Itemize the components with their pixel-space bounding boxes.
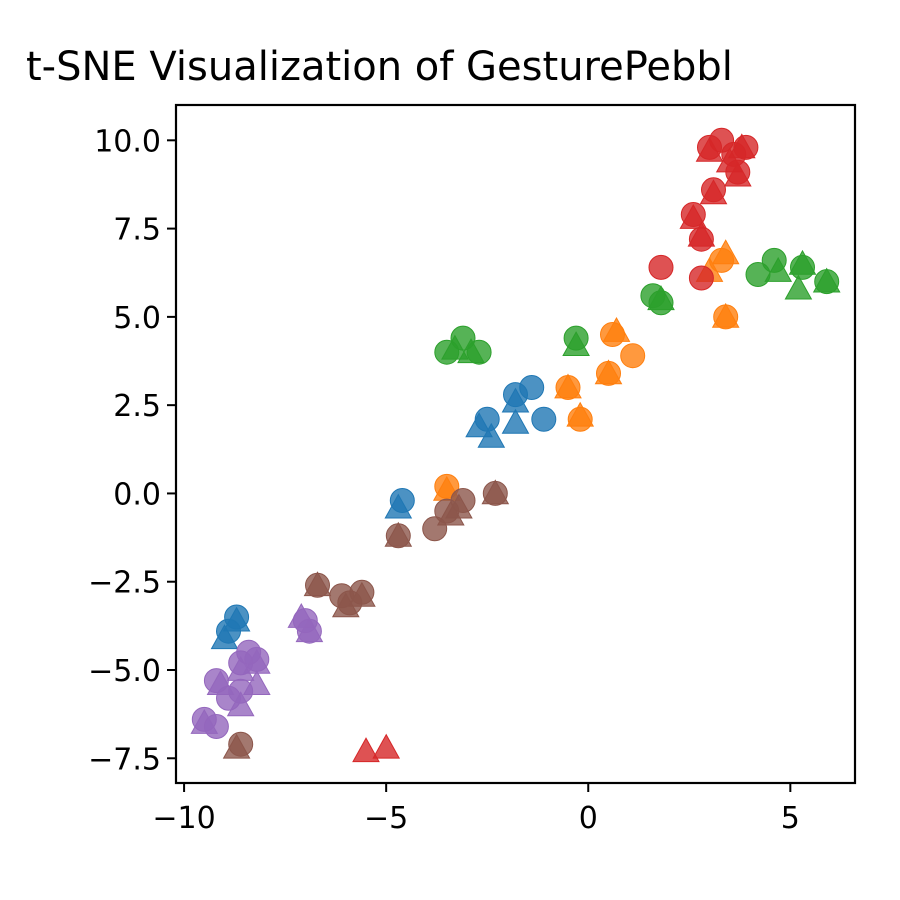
triangle-point-s4-5 (242, 648, 271, 674)
triangle-point-s2-1 (457, 338, 485, 364)
triangle-point-s1-4 (602, 316, 631, 342)
circle-point-s3-0 (648, 254, 674, 280)
triangle-point-s3-0 (687, 221, 716, 247)
triangle-point-s0-2 (384, 493, 413, 519)
x-tick-label-1: −5 (364, 801, 408, 836)
x-tick-label-0: −10 (152, 801, 215, 836)
triangle-point-s3-1 (679, 203, 708, 229)
triangle-point-s0-6 (501, 387, 530, 413)
triangle-point-s2-3 (647, 285, 675, 311)
triangle-point-s5-0 (222, 733, 251, 759)
y-tick-label-4: 0.0 (113, 477, 161, 512)
triangle-point-s3-6 (723, 161, 752, 187)
triangle-point-s1-1 (554, 373, 582, 399)
circle-point-s0-5 (519, 375, 545, 400)
triangle-point-s4-7 (295, 617, 324, 643)
triangle-point-s5-6 (445, 493, 473, 519)
y-tick-label-5: −2.5 (88, 566, 161, 601)
triangle-point-s4-1 (206, 670, 235, 695)
y-tick-label-3: 2.5 (113, 389, 161, 424)
triangle-point-s2-7 (812, 267, 841, 293)
triangle-point-s0-3 (465, 412, 493, 438)
plot-frame (174, 103, 857, 785)
x-axis: −10 −5 0 5 (152, 783, 800, 836)
triangle-point-s4-0 (190, 708, 219, 734)
triangle-point-s1-6 (711, 239, 740, 265)
triangle-point-s3-3 (699, 179, 728, 205)
triangle-point-s1-7 (711, 302, 740, 328)
y-axis: 10.0 7.5 5.0 2.5 0.0 −2.5 −5.0 −7.5 (88, 124, 176, 777)
triangle-point-s0-4 (477, 422, 506, 448)
triangle-point-s0-5 (501, 408, 530, 434)
triangle-point-s3-8 (372, 733, 401, 759)
triangle-point-s2-0 (441, 334, 469, 360)
triangle-point-s5-3 (348, 581, 376, 607)
circle-point-s1-5 (620, 343, 646, 369)
circle-point-s0-6 (531, 406, 557, 432)
triangle-point-s0-0 (210, 624, 239, 650)
y-tick-label-2: 5.0 (113, 301, 161, 336)
y-tick-label-1: 7.5 (113, 213, 161, 248)
triangle-point-s5-7 (481, 479, 510, 505)
triangle-point-s3-7 (352, 737, 380, 763)
triangle-point-s5-4 (384, 521, 413, 547)
x-tick-label-2: 0 (579, 801, 598, 836)
triangle-point-s2-6 (788, 249, 817, 275)
triangle-point-s4-2 (226, 691, 255, 717)
triangle-point-s2-4 (764, 256, 793, 282)
triangle-point-s3-5 (727, 133, 756, 159)
triangle-point-s5-1 (303, 571, 332, 597)
triangle-point-s1-2 (566, 401, 595, 427)
x-tick-label-3: 5 (781, 801, 800, 836)
circle-point-s3-1 (688, 265, 714, 291)
chart-title: t-SNE Visualization of GesturePebbl (26, 44, 733, 90)
y-tick-label-0: 10.0 (94, 124, 161, 159)
triangle-point-s2-2 (562, 331, 590, 356)
triangle-point-s4-4 (242, 670, 271, 695)
triangle-point-s2-5 (784, 274, 813, 300)
triangle-point-s0-1 (222, 606, 251, 632)
y-tick-label-7: −7.5 (88, 742, 161, 777)
y-tick-label-6: −5.0 (88, 654, 161, 689)
scatter-marks (190, 127, 841, 763)
triangle-point-s1-3 (594, 359, 623, 385)
triangle-point-s3-2 (695, 136, 724, 162)
